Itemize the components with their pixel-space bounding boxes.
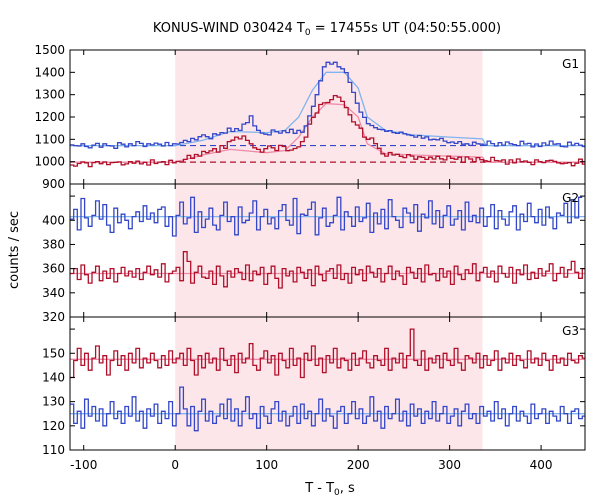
y-tick-label: 140 bbox=[42, 370, 65, 384]
y-tick-label: 1000 bbox=[34, 155, 65, 169]
y-tick-label: 1200 bbox=[34, 110, 65, 124]
y-axis-label: counts / sec bbox=[7, 211, 22, 289]
panel-g2: 320 340 360 380 400 G2 bbox=[42, 183, 586, 324]
highlight-interval bbox=[175, 50, 483, 184]
series-blue bbox=[70, 61, 585, 149]
x-tick-label: 0 bbox=[171, 458, 179, 472]
x-tick-label: -100 bbox=[70, 458, 97, 472]
series-blue bbox=[70, 386, 585, 432]
y-tick-label: 130 bbox=[42, 395, 65, 409]
y-tick-label: 340 bbox=[42, 286, 65, 300]
panel-label: G3 bbox=[562, 324, 579, 338]
panel-label: G1 bbox=[562, 57, 579, 71]
y-tick-label: 1300 bbox=[34, 88, 65, 102]
y-tick-label: 320 bbox=[42, 310, 65, 324]
series-red bbox=[70, 328, 585, 379]
y-tick-label: 150 bbox=[42, 346, 65, 360]
panel-data bbox=[70, 196, 585, 289]
x-tick-label: 100 bbox=[255, 458, 278, 472]
panel-data bbox=[70, 328, 585, 432]
series-red bbox=[70, 94, 585, 168]
highlight-interval bbox=[175, 317, 483, 450]
y-tick-label: 900 bbox=[42, 177, 65, 191]
panels-layer: 900100011001200130014001500G132034036038… bbox=[34, 43, 586, 472]
panel-data bbox=[70, 61, 585, 168]
fit-line-red bbox=[70, 102, 585, 163]
y-tick-label: 360 bbox=[42, 262, 65, 276]
panel-g3: 110 120 130 140 150 G3 bbox=[42, 316, 586, 457]
series-red bbox=[70, 251, 585, 289]
highlight-interval bbox=[175, 184, 483, 317]
x-tick-label: 200 bbox=[347, 458, 370, 472]
panel-g1: 900 1000 1100 1200 1300 1400 1500 G1 bbox=[34, 43, 586, 191]
y-tick-label: 120 bbox=[42, 419, 65, 433]
chart-title: KONUS-WIND 030424 T0 = 17455s UT (04:50:… bbox=[153, 21, 501, 38]
x-tick-label: 400 bbox=[530, 458, 553, 472]
y-tick-label: 1100 bbox=[34, 132, 65, 146]
y-tick-label: 400 bbox=[42, 213, 65, 227]
panel-label: G2 bbox=[562, 191, 579, 205]
series-blue bbox=[70, 196, 583, 237]
x-tick-label: 300 bbox=[438, 458, 461, 472]
panel-frame bbox=[69, 316, 586, 451]
y-tick-label: 110 bbox=[42, 443, 65, 457]
y-tick-label: 1500 bbox=[34, 43, 65, 57]
y-tick-label: 380 bbox=[42, 237, 65, 251]
x-axis-label: T - T0, s bbox=[304, 481, 355, 498]
y-tick-label: 1400 bbox=[34, 65, 65, 79]
